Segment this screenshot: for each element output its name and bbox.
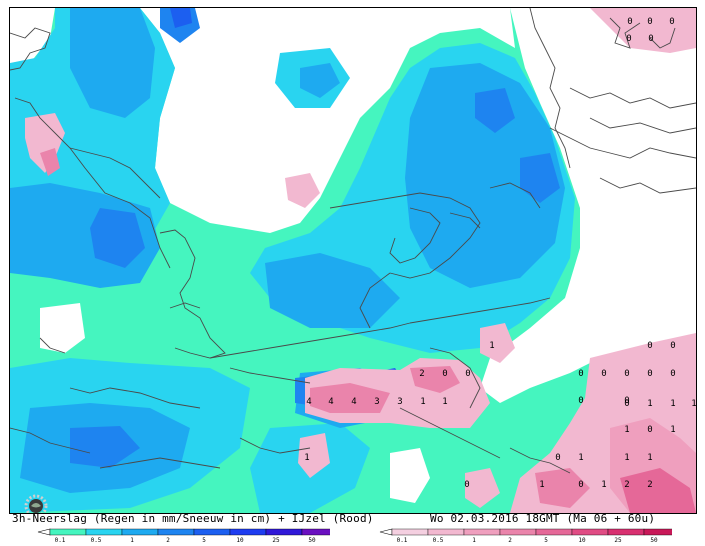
ice-value: 0 [464,480,469,490]
ice-areas [25,8,696,513]
ice-value: 1 [670,425,675,435]
ice-value: 0 [601,369,606,379]
rain-legend-swatch [229,528,267,536]
ice-value: 0 [578,480,583,490]
ice-value: 0 [647,17,652,27]
ice-legend-swatch [427,528,465,536]
ice-value-labels: 0 0 0 0 0 0 0 0 0 0 0 0 0 0 1 2 0 0 4 4 … [304,17,696,490]
map-caption-title: 3h-Neerslag (Regen in mm/Sneeuw in cm) +… [12,512,374,525]
ice-value: 0 [555,453,560,463]
ice-value: 2 [419,369,424,379]
ice-value: 0 [442,369,447,379]
ice-legend-swatch [643,528,672,536]
ice-legend: 0.1 0.5 1 2 5 10 25 50 [352,528,672,546]
rain-legend-tick-label: 0.1 [54,537,66,544]
rain-legend: 0.1 0.5 1 2 5 10 25 50 [10,528,330,546]
map-caption-time: Wo 02.03.2016 18GMT (Ma 06 + 60u) [430,512,656,525]
precipitation-map: 0 0 0 0 0 0 0 0 0 0 0 0 0 0 1 2 0 0 4 4 … [9,7,697,514]
ice-value: 1 [539,480,544,490]
ice-value: 3 [397,397,402,407]
ice-value: 0 [669,17,674,27]
ice-value: 1 [624,425,629,435]
rain-legend-swatch [49,528,87,536]
rain-legend-swatch [85,528,123,536]
rain-legend-tick-label: 1 [130,537,134,544]
ice-legend-swatch [535,528,573,536]
ice-value: 2 [624,480,629,490]
rain-legend-tick-label: 2 [166,537,170,544]
rain-legend-swatch [265,528,303,536]
rain-legend-bar [37,528,330,536]
ice-legend-tick-label: 0.1 [396,537,408,544]
ice-legend-tick-label: 1 [472,537,476,544]
ice-value: 1 [304,453,309,463]
ice-value: 2 [647,480,652,490]
ice-value: 0 [627,17,632,27]
ice-value: 1 [601,480,606,490]
rain-legend-swatch [193,528,231,536]
ice-legend-swatch [463,528,501,536]
ice-legend-arrow-left [379,528,393,536]
rain-legend-tick-label: 5 [202,537,206,544]
ice-legend-tick-label: 2 [508,537,512,544]
rain-legend-swatch [121,528,159,536]
ice-value: 1 [578,453,583,463]
ice-legend-tick-label: 25 [614,537,622,544]
ice-value: 0 [578,396,583,406]
ice-value: 3 [374,397,379,407]
ice-value: 1 [489,341,494,351]
ice-legend-swatch [607,528,645,536]
rain-legend-swatch [301,528,330,536]
ice-value: 0 [670,341,675,351]
ice-value: 0 [624,396,629,406]
ice-value: 1 [647,399,652,409]
ice-value: 4 [328,397,333,407]
globe-logo-icon [24,494,48,513]
ice-value: 0 [578,369,583,379]
rain-legend-arrow-left [37,528,51,536]
ice-legend-tick-label: 0.5 [432,537,444,544]
ice-legend-tick-label: 50 [650,537,658,544]
map-canvas: 0 0 0 0 0 0 0 0 0 0 0 0 0 0 1 2 0 0 4 4 … [10,8,696,513]
ice-value: 1 [442,397,447,407]
ice-value: 0 [670,369,675,379]
ice-value: 0 [465,369,470,379]
ice-value: 0 [624,399,629,409]
ice-legend-tick-label: 5 [544,537,548,544]
ice-value: 0 [647,369,652,379]
ice-legend-swatch [499,528,537,536]
ice-legend-swatch [571,528,609,536]
ice-legend-tick-label: 10 [578,537,586,544]
ice-value: 0 [648,34,653,44]
ice-value: 0 [647,341,652,351]
ice-value: 1 [420,397,425,407]
coastlines [10,8,696,474]
ice-value: 4 [306,397,311,407]
ice-legend-swatch [391,528,429,536]
rain-legend-tick-label: 50 [308,537,316,544]
ice-value: 1 [624,453,629,463]
ice-value: 0 [624,369,629,379]
rain-legend-tick-label: 0.5 [90,537,102,544]
rain-legend-swatch [157,528,195,536]
ice-value: 1 [691,399,696,409]
ice-value: 0 [647,425,652,435]
ice-value: 1 [647,453,652,463]
rain-legend-tick-label: 25 [272,537,280,544]
ice-value: 4 [351,397,356,407]
ice-value: 1 [670,399,675,409]
ice-legend-bar [379,528,672,536]
ice-value: 0 [626,34,631,44]
rain-legend-tick-label: 10 [236,537,244,544]
